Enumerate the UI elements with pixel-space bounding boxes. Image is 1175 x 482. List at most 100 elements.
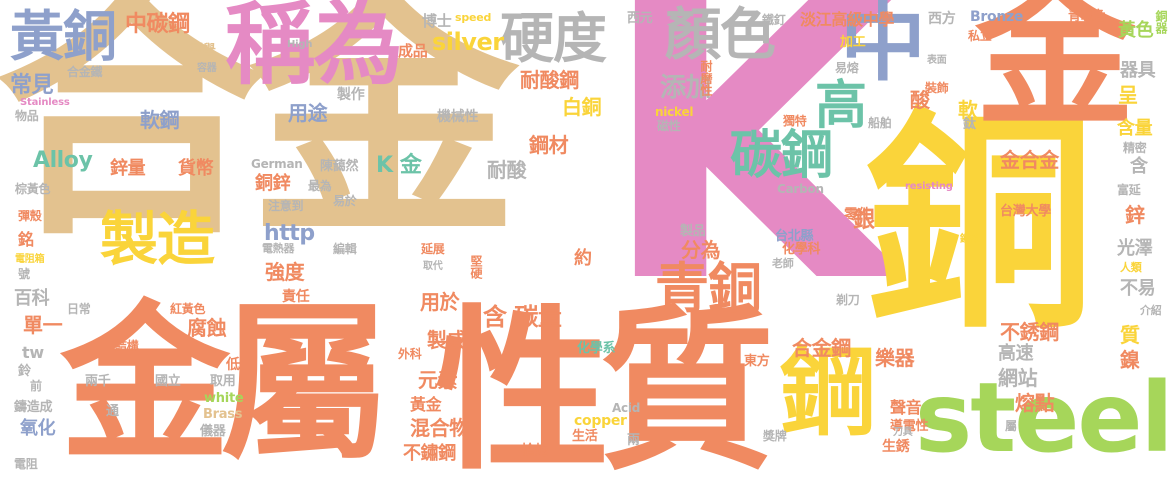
word: 常見 — [10, 73, 54, 98]
word: 取代 — [423, 261, 443, 272]
word: 前 — [30, 379, 42, 393]
word: 注意到 — [268, 199, 304, 213]
word: 陳藹然 — [320, 159, 359, 174]
word: 中 — [840, 0, 926, 93]
word: 不易 — [1120, 278, 1156, 299]
word: 通 — [106, 404, 119, 419]
word: http — [264, 221, 315, 246]
word: 精密 — [1123, 141, 1147, 155]
word: 中碳鋼 — [125, 12, 190, 37]
word: 兩千 — [85, 374, 111, 389]
word: 強度 — [265, 260, 305, 284]
word: 棕黃色 — [15, 182, 51, 196]
word: 黃色 — [1118, 20, 1154, 41]
word: 不銹鋼 — [1000, 320, 1059, 344]
word: 白銅 — [562, 95, 602, 119]
word: steel — [915, 362, 1173, 474]
word: German — [251, 157, 303, 171]
word: Carbon — [777, 182, 824, 196]
word: 日常 — [67, 302, 91, 316]
word: 銘 — [18, 230, 34, 249]
word: 稱為 — [225, 0, 403, 97]
word: 用途 — [288, 101, 328, 125]
word: 兩 — [627, 433, 640, 448]
word: 百科 — [14, 288, 50, 309]
word: 銅器 — [1154, 10, 1168, 34]
word: nickel — [655, 105, 694, 119]
word: 外科 — [398, 347, 422, 361]
word: 最為 — [308, 179, 332, 193]
word: 低 — [226, 357, 240, 373]
word: Acid — [612, 401, 641, 415]
word: 電阻 — [14, 457, 38, 471]
word: 鋼 — [780, 337, 876, 449]
word: 聲音 — [890, 398, 922, 417]
word: silver — [432, 28, 504, 56]
word: 容器 — [197, 63, 217, 74]
word: 生活 — [572, 429, 598, 444]
word: 西方 — [928, 11, 956, 27]
word: 青灰色 — [1068, 9, 1107, 24]
word: 製成 — [427, 328, 467, 352]
word: 顏色 — [665, 3, 776, 68]
word: 呈 — [1118, 83, 1138, 107]
word: 鎳 — [1120, 348, 1140, 372]
word: 鋅 — [1125, 203, 1145, 227]
word: 銅 — [865, 91, 1095, 358]
word: 添加 — [660, 73, 711, 103]
word: 貨幣 — [178, 158, 214, 179]
word: 不鏽鋼 — [403, 443, 456, 464]
word: 約 — [574, 248, 592, 269]
word: 台北縣 — [775, 229, 814, 244]
word: 介紹 — [1140, 304, 1162, 317]
word: 表面 — [927, 55, 947, 66]
word: 鐵絲 — [960, 234, 980, 245]
word: 氧化 — [20, 418, 56, 439]
word: 耐酸鋼 — [520, 68, 579, 92]
word: Brass — [203, 407, 243, 422]
word: High — [287, 39, 313, 50]
word: 合金 — [0, 0, 519, 272]
word: 金合金 — [1000, 148, 1059, 172]
word: white — [204, 391, 244, 406]
word: 單一 — [23, 313, 63, 337]
word: 鑄造成 — [14, 400, 53, 415]
word: 含 — [1130, 156, 1148, 177]
word: 器具 — [1120, 60, 1156, 81]
word: 淡江高級中學 — [800, 10, 895, 29]
word: 延展 — [421, 242, 445, 256]
word: 元素 — [418, 368, 458, 392]
word: 光澤 — [1117, 238, 1153, 259]
word: 責任 — [282, 289, 310, 305]
word: 黃銅 — [10, 5, 117, 68]
word: tw — [22, 343, 44, 362]
word: 鐵釘 — [762, 13, 786, 27]
word: 性質 — [435, 291, 775, 482]
word: 堅硬 — [469, 255, 483, 279]
word: 鈦 — [963, 117, 976, 132]
word: 硬度 — [500, 7, 607, 70]
word: 質 — [1120, 323, 1140, 347]
word: Alloy — [33, 148, 93, 173]
word: 混合物 — [410, 416, 469, 440]
word: 獎牌 — [763, 429, 787, 443]
word: 銀 — [853, 208, 875, 233]
word: 私立 — [968, 29, 992, 43]
word: 耐酸 — [487, 158, 527, 182]
word: 合金鋼 — [792, 336, 851, 360]
word: 刀具 — [893, 427, 913, 438]
word: 編輯 — [333, 242, 357, 256]
word: 零件 — [844, 207, 872, 223]
word: 磁性 — [657, 119, 681, 133]
word: 青銅 — [655, 257, 762, 320]
word: 銅鋅 — [255, 173, 291, 194]
word: 熔點 — [1015, 391, 1055, 415]
word: 鋼材 — [529, 133, 569, 157]
word: copper — [574, 413, 627, 429]
word: 網站 — [998, 366, 1038, 390]
word: 軟 — [958, 98, 978, 122]
word: 腐蝕 — [187, 316, 227, 340]
word: 結構 — [115, 339, 139, 353]
word: 富延 — [1117, 183, 1141, 197]
